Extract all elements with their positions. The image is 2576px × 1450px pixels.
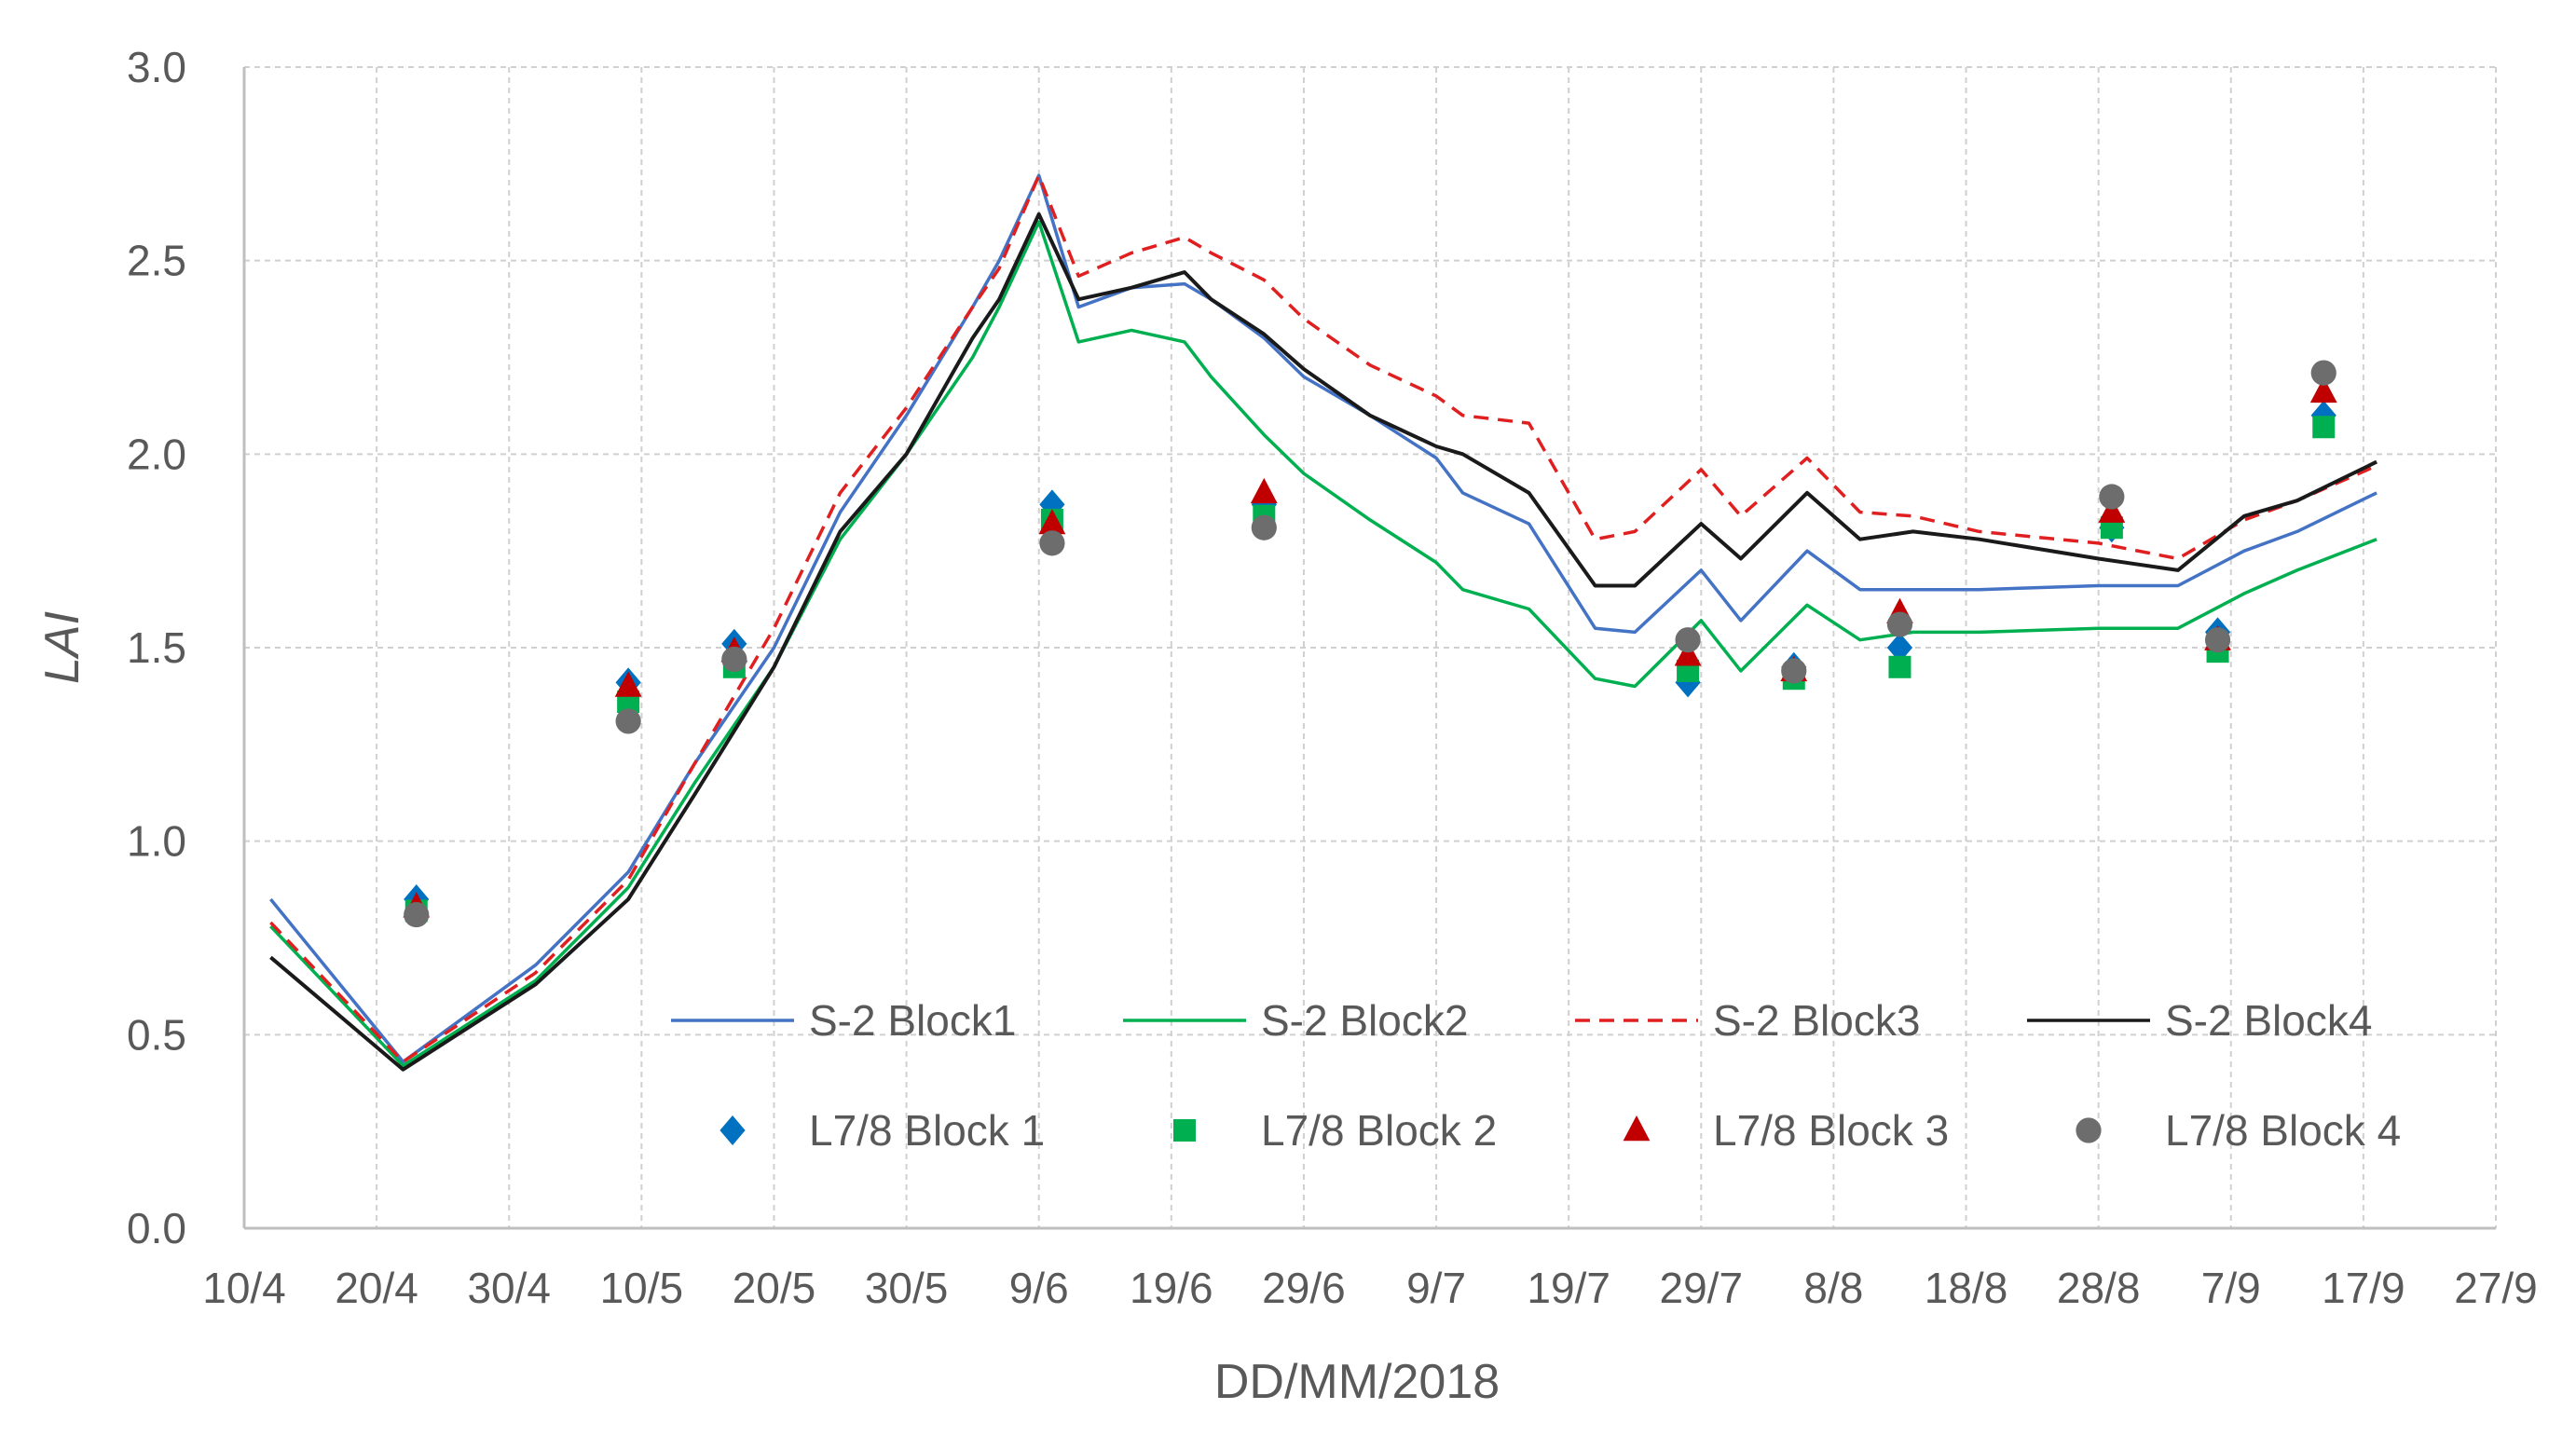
legend-swatch-l7-8-block-2 — [1173, 1119, 1196, 1142]
y-axis-title: LAI — [35, 611, 89, 684]
y-tick-label: 1.0 — [127, 817, 186, 866]
legend-label-l7-8-block-4: L7/8 Block 4 — [2165, 1106, 2401, 1155]
x-tick-label: 30/5 — [865, 1264, 949, 1312]
data-point-l7-8-block-3 — [1674, 640, 1702, 666]
data-point-l7-8-block-4 — [615, 708, 641, 734]
x-tick-label: 29/6 — [1262, 1264, 1346, 1312]
legend-label-l7-8-block-1: L7/8 Block 1 — [809, 1106, 1045, 1155]
data-point-l7-8-block-1 — [1886, 633, 1913, 663]
legend-label-s-2-block4: S-2 Block4 — [2165, 996, 2372, 1045]
legend-label-l7-8-block-2: L7/8 Block 2 — [1261, 1106, 1497, 1155]
x-tick-label: 9/6 — [1009, 1264, 1069, 1312]
data-series — [269, 173, 2377, 1072]
legend: S-2 Block1 S-2 Block2 S-2 Block3 S-2 Block4… — [671, 996, 2401, 1155]
x-tick-label: 8/8 — [1803, 1264, 1863, 1312]
legend-swatch-l7-8-block-4 — [2076, 1117, 2102, 1143]
legend-swatch-l7-8-block-3 — [1623, 1115, 1651, 1142]
data-point-l7-8-block-4 — [1039, 530, 1065, 556]
data-point-l7-8-block-4 — [1251, 514, 1277, 540]
data-point-l7-8-block-2 — [2312, 416, 2336, 439]
x-tick-label: 30/4 — [467, 1264, 551, 1312]
data-point-l7-8-block-2 — [1888, 655, 1911, 678]
data-point-l7-8-block-3 — [2098, 497, 2126, 523]
data-point-l7-8-block-4 — [1781, 658, 1807, 684]
data-point-l7-8-block-4 — [2204, 627, 2231, 653]
x-tick-label: 7/9 — [2201, 1264, 2261, 1312]
series-line-s-2-block1 — [269, 173, 2377, 1064]
y-tick-label: 0.0 — [127, 1204, 186, 1252]
axes: 0.0 0.5 1.0 1.5 2.0 2.5 3.0 10/4 20/4 30/4 10/5 20/… — [127, 43, 2538, 1312]
data-point-l7-8-block-3 — [1250, 477, 1278, 504]
data-point-l7-8-block-3 — [2309, 376, 2337, 404]
x-tick-label: 10/5 — [600, 1264, 684, 1312]
series-line-s-2-block4 — [269, 212, 2377, 1072]
data-point-l7-8-block-4 — [721, 646, 747, 673]
legend-label-s-2-block3: S-2 Block3 — [1713, 996, 1920, 1045]
y-tick-label: 2.0 — [127, 430, 186, 478]
x-tick-label: 10/4 — [202, 1264, 286, 1312]
data-point-l7-8-block-3 — [1038, 509, 1066, 535]
x-tick-label: 19/7 — [1527, 1264, 1610, 1312]
x-tick-label: 18/8 — [1925, 1264, 2008, 1312]
data-point-l7-8-block-4 — [1886, 611, 1913, 637]
legend-label-s-2-block1: S-2 Block1 — [809, 996, 1016, 1045]
x-tick-label: 27/9 — [2454, 1264, 2538, 1312]
x-tick-label: 20/5 — [733, 1264, 816, 1312]
x-axis-title: DD/MM/2018 — [1214, 1355, 1500, 1409]
x-tick-label: 19/6 — [1130, 1264, 1213, 1312]
y-tick-label: 2.5 — [127, 237, 186, 285]
y-tick-label: 3.0 — [127, 43, 186, 91]
legend-label-s-2-block2: S-2 Block2 — [1261, 996, 1468, 1045]
data-point-l7-8-block-3 — [614, 671, 642, 697]
x-tick-label: 28/8 — [2057, 1264, 2141, 1312]
x-tick-label: 20/4 — [335, 1264, 418, 1312]
x-tick-label: 17/9 — [2322, 1264, 2405, 1312]
data-point-l7-8-block-4 — [1675, 627, 1701, 653]
x-tick-label: 29/7 — [1660, 1264, 1744, 1312]
y-tick-label: 0.5 — [127, 1010, 186, 1059]
x-tick-label: 9/7 — [1406, 1264, 1466, 1312]
data-point-l7-8-block-1 — [1251, 489, 1277, 520]
data-point-l7-8-block-4 — [404, 901, 430, 928]
data-point-l7-8-block-4 — [2310, 360, 2336, 386]
legend-label-l7-8-block-3: L7/8 Block 3 — [1713, 1106, 1949, 1155]
series-line-s-2-block3 — [269, 173, 2377, 1064]
y-tick-label: 1.5 — [127, 623, 186, 672]
legend-swatch-l7-8-block-1 — [719, 1115, 746, 1145]
data-point-l7-8-block-4 — [2099, 484, 2125, 510]
